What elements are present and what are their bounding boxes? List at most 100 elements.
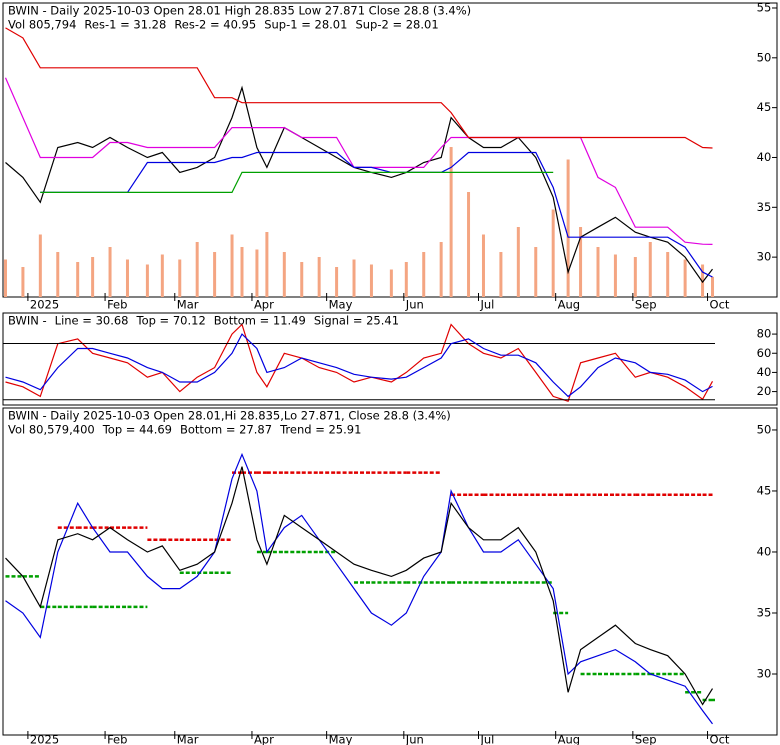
volume-bar xyxy=(389,269,393,297)
header-text: Line = 30.68 xyxy=(55,314,129,328)
volume-bar xyxy=(125,259,129,297)
header-text: Trend = 25.91 xyxy=(279,423,361,437)
y-tick-label: 55 xyxy=(757,0,772,14)
volume-bar xyxy=(265,232,269,297)
x-tick-label: May xyxy=(329,733,353,745)
header-text: BWIN - xyxy=(8,314,47,328)
y-tick-label: 30 xyxy=(757,250,772,264)
x-tick-label: Mar xyxy=(177,298,199,312)
volume-bar xyxy=(160,254,164,297)
volume-bar xyxy=(534,247,538,297)
volume-bar xyxy=(449,147,453,297)
volume-bar xyxy=(178,259,182,297)
y-tick-label: 30 xyxy=(757,666,772,680)
header-text: Top = 70.12 xyxy=(136,314,206,328)
volume-bar xyxy=(566,159,570,297)
x-tick-label: 2025 xyxy=(30,733,59,745)
volume-bar xyxy=(56,252,60,297)
volume-bar xyxy=(317,257,321,297)
x-tick-label: Apr xyxy=(254,298,274,312)
volume-bar xyxy=(666,252,670,297)
volume-bar xyxy=(499,252,503,297)
header-text: Res-2 = 40.95 xyxy=(174,18,256,32)
volume-bar xyxy=(38,234,42,297)
volume-bar xyxy=(467,192,471,297)
x-tick-label: 2025 xyxy=(30,298,59,312)
volume-bar xyxy=(422,252,426,297)
volume-bar xyxy=(701,264,705,297)
x-tick-label: Jul xyxy=(479,733,494,745)
y-tick-label: 35 xyxy=(757,200,772,214)
x-tick-label: Mar xyxy=(177,733,199,745)
series-line xyxy=(5,27,713,149)
volume-bar xyxy=(481,234,485,297)
series-line xyxy=(5,323,714,402)
x-tick-label: Oct xyxy=(710,733,730,745)
volume-bar xyxy=(145,264,149,297)
x-tick-label: Jun xyxy=(405,733,424,745)
y-tick-label: 50 xyxy=(757,422,772,436)
price-line xyxy=(5,466,714,706)
volume-bar xyxy=(108,247,112,297)
price-panel xyxy=(2,2,778,298)
y-tick-label: 45 xyxy=(757,100,772,114)
x-tick-label: Feb xyxy=(107,733,127,745)
x-tick-label: Aug xyxy=(558,733,580,745)
volume-bar xyxy=(683,259,687,297)
volume-bar xyxy=(404,262,408,297)
volume-bar xyxy=(230,234,234,297)
volume-bar xyxy=(711,276,715,297)
y-tick-label: 40 xyxy=(757,365,772,379)
y-tick-label: 20 xyxy=(757,384,772,398)
x-tick-label: Jul xyxy=(479,298,494,312)
y-tick-label: 50 xyxy=(757,50,772,64)
header-text: Sup-1 = 28.01 xyxy=(264,18,347,32)
volume-bar xyxy=(21,267,25,297)
y-tick-label: 40 xyxy=(757,150,772,164)
x-tick-label: Feb xyxy=(107,298,127,312)
y-tick-label: 35 xyxy=(757,605,772,619)
volume-bar xyxy=(439,242,443,297)
volume-bar xyxy=(613,254,617,297)
volume-bar xyxy=(369,264,373,297)
series-line xyxy=(5,85,713,284)
trend-panel xyxy=(2,407,778,736)
volume-bar xyxy=(91,257,95,297)
x-tick-label: May xyxy=(329,298,353,312)
x-tick-label: Sep xyxy=(635,298,657,312)
x-tick-label: Oct xyxy=(710,298,730,312)
x-tick-label: Sep xyxy=(635,733,657,745)
volume-bar xyxy=(633,257,637,297)
volume-bar xyxy=(352,259,356,297)
volume-bar xyxy=(300,262,304,297)
volume-bar xyxy=(596,247,600,297)
volume-bar xyxy=(282,252,286,297)
volume-bar xyxy=(551,209,555,297)
header-text: Top = 44.69 xyxy=(102,423,172,437)
series-line xyxy=(5,452,713,725)
header-text: Vol 805,794 xyxy=(8,18,76,32)
volume-bar xyxy=(648,242,652,297)
header-text: Vol 80,579,400 xyxy=(8,423,95,437)
volume-bar xyxy=(240,247,244,297)
series-line xyxy=(5,333,713,398)
volume-bar xyxy=(516,227,520,297)
header-text: Bottom = 27.87 xyxy=(180,423,272,437)
y-tick-label: 60 xyxy=(757,346,772,360)
y-tick-label: 40 xyxy=(757,544,772,558)
y-tick-label: 80 xyxy=(757,327,772,341)
volume-bar xyxy=(255,249,259,297)
volume-bar xyxy=(579,227,583,297)
x-tick-label: Apr xyxy=(254,733,274,745)
header-text: Signal = 25.41 xyxy=(314,314,399,328)
header-text: BWIN - Daily 2025-10-03 Open 28.01,Hi 28… xyxy=(8,409,451,423)
oscillator-panel xyxy=(2,312,778,406)
header-text: Bottom = 11.49 xyxy=(214,314,306,328)
header-text: Res-1 = 31.28 xyxy=(84,18,166,32)
volume-bar xyxy=(3,259,7,297)
x-tick-label: Jun xyxy=(405,298,424,312)
volume-bar xyxy=(195,242,199,297)
series-line xyxy=(40,151,713,278)
header-text: Sup-2 = 28.01 xyxy=(355,18,438,32)
